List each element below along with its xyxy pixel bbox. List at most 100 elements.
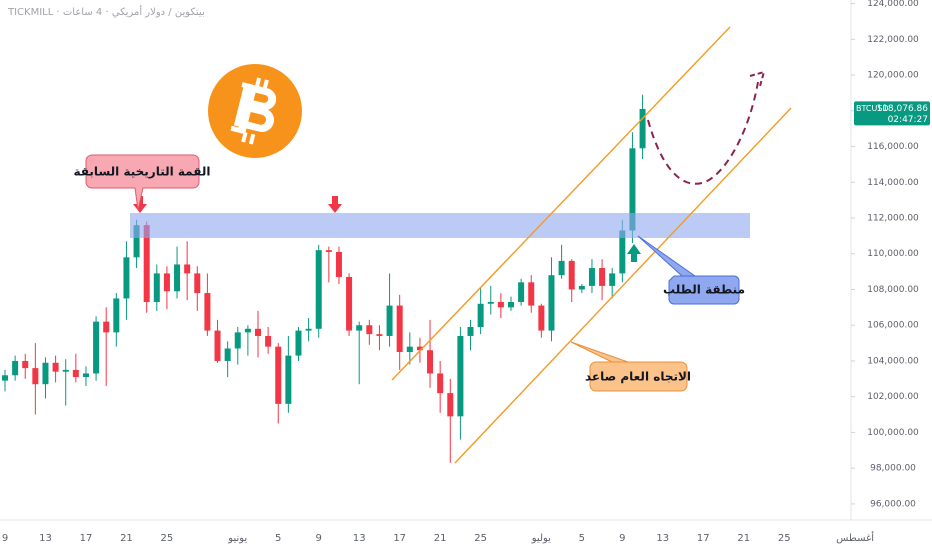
symbol: BTCUSD [856, 104, 889, 113]
annotation-box [85, 154, 200, 211]
candle-body [477, 303, 484, 328]
candle-body [234, 332, 241, 349]
candle-body [558, 260, 565, 276]
candle-body [265, 335, 272, 347]
annotation: القمة التاريخية السابقة [74, 165, 211, 179]
candle-body [32, 368, 39, 385]
candle-body [123, 257, 130, 299]
projection-arrow [749, 70, 766, 87]
y-tick-label: 112,000.00 [867, 214, 919, 224]
candle-body [62, 369, 69, 372]
candle-body [497, 301, 504, 308]
candle-body [599, 268, 606, 286]
header-title: TICKMILL · بيتكوين / دولار أمريكي · 4 سا… [7, 5, 205, 18]
price-tag [854, 101, 930, 126]
candle-body [376, 334, 383, 336]
candle-body [406, 346, 413, 353]
candle-body [113, 298, 120, 333]
candle-body [143, 225, 150, 302]
channel-lower [454, 107, 792, 464]
last-price: 118,076.86 [876, 104, 928, 114]
y-tick-label: 122,000.00 [867, 35, 919, 45]
candle-body [427, 350, 434, 374]
countdown: 02:47:27 [888, 115, 928, 125]
x-tick-label: 21 [434, 533, 447, 544]
y-tick-label: 124,000.00 [867, 0, 919, 9]
x-tick-label: 5 [579, 533, 585, 544]
candle-body [52, 362, 59, 372]
annotation: منطقة الطلب [663, 283, 745, 297]
candle-body [396, 305, 403, 353]
candle-body [619, 230, 626, 274]
x-tick-label: 13 [39, 533, 52, 544]
candle-body [588, 268, 595, 286]
y-tick-label: 98,000.00 [870, 464, 916, 474]
x-tick-label: يوليو [531, 533, 551, 544]
candle-body [447, 393, 454, 417]
down-arrow [328, 196, 342, 213]
candle-body [285, 355, 292, 404]
x-tick-label: 9 [619, 533, 625, 544]
candle-body [629, 148, 636, 231]
x-tick-label: 21 [737, 533, 750, 544]
candle-body [578, 285, 585, 290]
candle-body [528, 282, 535, 306]
x-tick-label: 13 [656, 533, 669, 544]
candle-body [538, 305, 545, 331]
candle-body [163, 273, 170, 292]
annotation: الاتجاه العام صاعد [585, 370, 691, 385]
candle-body [255, 328, 261, 336]
demand-zone [130, 213, 750, 238]
candle-body [12, 360, 19, 376]
candle-body [325, 250, 332, 252]
annotation-box [668, 275, 740, 305]
candle-body [103, 321, 110, 333]
candle-body [437, 373, 444, 394]
x-tick-label: 9 [2, 533, 8, 544]
annotation-pointer [570, 341, 629, 363]
x-tick-label: 21 [120, 533, 133, 544]
x-tick-label: 5 [275, 533, 281, 544]
candle-body [204, 293, 211, 331]
y-tick-label: 106,000.00 [867, 321, 919, 331]
y-tick-label: 116,000.00 [867, 142, 919, 152]
candle-body [366, 325, 373, 335]
candle-body [2, 375, 8, 381]
channel-upper [391, 26, 731, 381]
down-arrow [133, 196, 147, 213]
annotation-box [589, 361, 688, 392]
y-tick-label: 108,000.00 [867, 285, 919, 295]
candle-body [224, 348, 231, 361]
bitcoin-logo [208, 64, 302, 158]
up-arrow [627, 244, 641, 262]
candle-body [568, 260, 575, 290]
y-tick-label: 114,000.00 [867, 178, 919, 188]
candle-body [295, 330, 302, 356]
candle-body [214, 330, 221, 361]
y-tick-label: 96,000.00 [870, 499, 916, 509]
x-tick-label: 17 [80, 533, 93, 544]
y-tick-label: 120,000.00 [867, 71, 919, 81]
candle-body [72, 369, 79, 378]
x-tick-label: 17 [393, 533, 406, 544]
candle-body [548, 275, 555, 331]
y-tick-label: 102,000.00 [867, 392, 919, 402]
projection-path [647, 81, 759, 185]
candle-body [609, 273, 616, 286]
y-tick-label: 104,000.00 [867, 356, 919, 366]
candle-body [244, 328, 251, 333]
candle-body [508, 301, 514, 308]
candle-body [639, 109, 646, 149]
candle-body [133, 225, 140, 258]
candle-body [346, 276, 353, 331]
x-tick-label: 13 [353, 533, 366, 544]
annotation-pointer [637, 235, 697, 277]
candle-body [457, 335, 464, 417]
x-tick-label: 17 [697, 533, 710, 544]
candle-body [356, 325, 363, 331]
x-tick-label: 9 [316, 533, 322, 544]
candle-body [416, 346, 423, 351]
candle-body [467, 327, 474, 336]
y-tick-label: 100,000.00 [867, 428, 919, 438]
